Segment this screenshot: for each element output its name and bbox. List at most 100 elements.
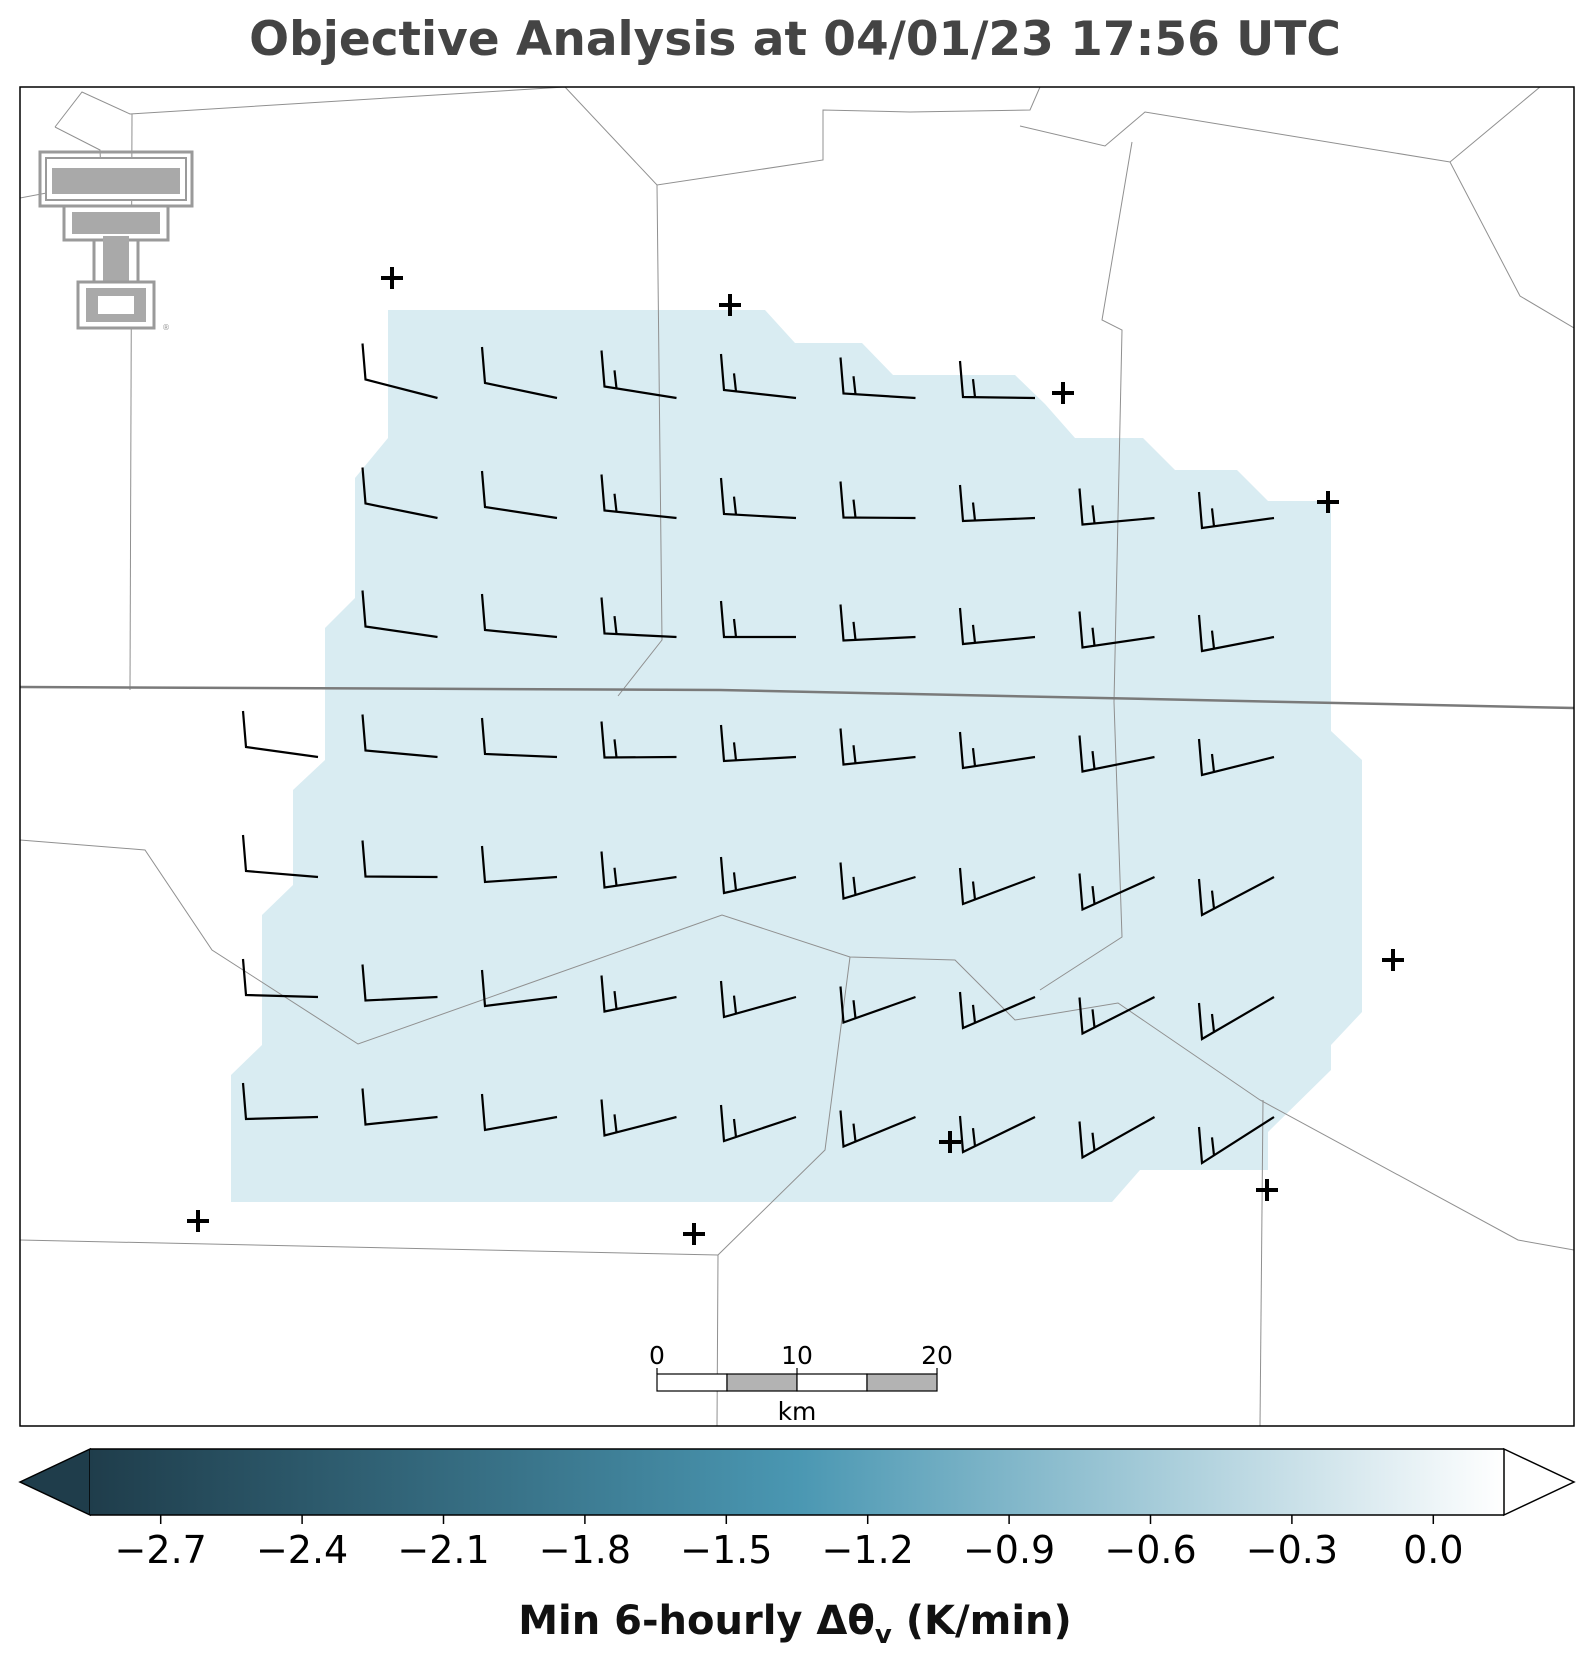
- wind-barb-icon: [958, 360, 1036, 400]
- map-frame: [19, 86, 1575, 1427]
- scale-bar: 0 10 20 km: [649, 1341, 953, 1426]
- wind-barb-icon: [361, 467, 438, 520]
- colorbar: −2.7 −2.4 −2.1 −1.8 −1.5 −1.2 −0.9 −0.6 −0.3 0.0: [18, 1447, 1576, 1572]
- wind-barb-icon: [839, 357, 916, 400]
- wind-barb-icon: [241, 834, 319, 879]
- wind-barb-icon: [1078, 488, 1155, 526]
- colorbar-tick-label: −1.5: [680, 1528, 772, 1572]
- wind-barb-icon: [719, 353, 797, 400]
- colorbar-tick-label: −2.1: [397, 1528, 489, 1572]
- wind-barb-icon: [361, 964, 438, 1002]
- wind-barb-icon: [480, 470, 558, 520]
- station-marker-icon: [381, 267, 403, 289]
- station-marker-icon: [1052, 382, 1074, 404]
- county-boundaries: [20, 87, 1574, 1426]
- wind-barb-icon: [480, 593, 558, 639]
- wind-barb-icon: [958, 731, 1036, 770]
- wind-barb-icon: [480, 346, 558, 400]
- wind-barb-icon: [1197, 1116, 1275, 1165]
- colorbar-label-main: Min 6-hourly Δθ: [518, 1598, 875, 1644]
- colorbar-label-sub: v: [874, 1620, 892, 1650]
- station-marker-icon: [1256, 1179, 1278, 1201]
- wind-barb-icon: [839, 728, 916, 766]
- colorbar-tick-label: −0.9: [963, 1528, 1055, 1572]
- wind-barb-icon: [719, 980, 797, 1019]
- svg-text:®: ®: [162, 323, 170, 332]
- wind-barb-icon: [839, 986, 916, 1025]
- wind-barb-icon: [719, 856, 797, 895]
- wind-barb-icon: [1197, 491, 1275, 530]
- scale-label-20: 20: [921, 1341, 953, 1370]
- wind-barb-icon: [1078, 735, 1155, 773]
- wind-barb-icon: [719, 1104, 797, 1143]
- wind-barb-icon: [1197, 876, 1275, 917]
- colorbar-tick-label: −1.2: [822, 1528, 914, 1572]
- station-marker-icon: [683, 1223, 705, 1245]
- state-boundary: [20, 685, 1574, 710]
- wind-barb-icon: [480, 1093, 558, 1132]
- colorbar-tick-label: −1.8: [539, 1528, 631, 1572]
- wind-barb-icon: [600, 350, 677, 400]
- wind-barb-icon: [839, 481, 916, 520]
- wind-barb-icon: [241, 958, 319, 999]
- wind-barb-icon: [361, 1088, 438, 1126]
- colorbar-label-unit: (K/min): [891, 1598, 1072, 1644]
- station-marker-icon: [187, 1210, 209, 1232]
- wind-barb-icon: [361, 714, 438, 759]
- wind-barb-icon: [600, 1099, 677, 1137]
- colorbar-extend-high: [1503, 1447, 1576, 1517]
- analysis-field: [231, 310, 1362, 1202]
- scale-unit: km: [778, 1397, 817, 1426]
- wind-barb-icon: [719, 600, 796, 639]
- wind-barb-icon: [958, 607, 1036, 646]
- wind-barb-icon: [241, 710, 319, 759]
- wind-barb-icon: [839, 604, 916, 642]
- colorbar-body: [90, 1449, 1504, 1515]
- wind-barb-icon: [958, 484, 1036, 523]
- colorbar-tick-label: 0.0: [1403, 1528, 1463, 1572]
- wind-barb-icon: [958, 991, 1036, 1030]
- wind-barb-icon: [361, 840, 438, 879]
- wind-barb-icon: [1197, 996, 1275, 1041]
- wind-barb-icon: [361, 343, 438, 400]
- wind-barb-icon: [1078, 1116, 1156, 1160]
- station-markers: [187, 267, 1404, 1245]
- wind-barb-icon: [480, 969, 558, 1008]
- wind-barb-icon: [600, 474, 677, 520]
- wind-barb-icon: [1078, 611, 1155, 649]
- wind-barb-icon: [600, 975, 677, 1013]
- scale-label-10: 10: [781, 1341, 813, 1370]
- station-marker-icon: [939, 1131, 961, 1153]
- station-marker-icon: [719, 294, 741, 316]
- station-marker-icon: [1382, 949, 1404, 971]
- wind-barb-icon: [361, 590, 438, 639]
- colorbar-tick-label: −0.6: [1104, 1528, 1196, 1572]
- wind-barbs: [241, 343, 1275, 1165]
- wind-barb-icon: [719, 724, 797, 763]
- map-title: Objective Analysis at 04/01/23 17:56 UTC: [249, 12, 1341, 67]
- wind-barb-icon: [1197, 614, 1275, 653]
- texas-tech-logo-icon: ®: [38, 150, 194, 332]
- wind-barb-icon: [958, 1115, 1036, 1154]
- colorbar-tick-label: −0.3: [1246, 1528, 1338, 1572]
- station-marker-icon: [1317, 491, 1339, 513]
- scale-label-0: 0: [649, 1341, 665, 1370]
- wind-barb-icon: [839, 862, 916, 900]
- colorbar-tick-label: −2.4: [256, 1528, 348, 1572]
- colorbar-tick-label: −2.7: [115, 1528, 207, 1572]
- wind-barb-icon: [600, 597, 677, 639]
- wind-barb-icon: [600, 851, 677, 889]
- wind-barb-icon: [719, 477, 797, 520]
- wind-barb-icon: [839, 1110, 916, 1149]
- wind-barb-icon: [241, 1082, 319, 1121]
- colorbar-extend-low: [18, 1447, 91, 1517]
- wind-barb-icon: [1078, 996, 1155, 1036]
- wind-barb-icon: [480, 717, 558, 759]
- wind-barb-icon: [1078, 873, 1155, 912]
- wind-barb-icon: [600, 721, 677, 759]
- wind-barb-icon: [1197, 738, 1275, 777]
- wind-barb-icon: [958, 867, 1036, 906]
- wind-barb-icon: [480, 845, 558, 884]
- colorbar-label: Min 6-hourly Δθv (K/min): [0, 1598, 1590, 1650]
